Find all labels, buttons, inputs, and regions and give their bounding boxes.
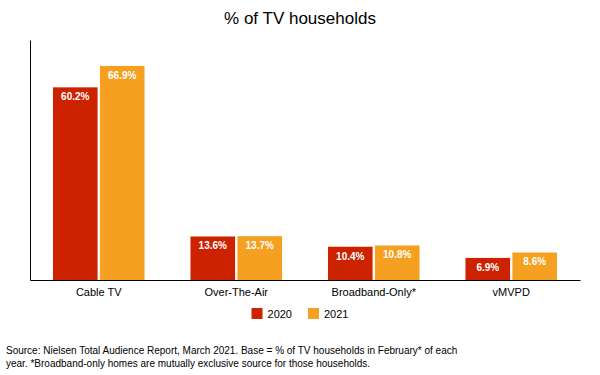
chart-svg: % of TV households 60.2% 13.6% 10.4% 6.9% 66.… xyxy=(0,0,600,375)
bar xyxy=(53,87,98,280)
x-tick-label: vMVPD xyxy=(493,286,530,298)
data-labels: 60.2% 13.6% 10.4% 6.9% 66.9% 13.7% 10.8% 8.6% xyxy=(61,70,546,273)
footnote: Source: Nielsen Total Audience Report, M… xyxy=(6,345,457,369)
x-tick-label: Cable TV xyxy=(76,286,122,298)
bars xyxy=(53,66,557,280)
chart-container: % of TV households 60.2% 13.6% 10.4% 6.9% 66.… xyxy=(0,0,600,375)
y-axis-line xyxy=(30,41,31,281)
legend-swatch xyxy=(308,308,319,319)
data-label: 6.9% xyxy=(476,262,499,273)
x-axis: Cable TV Over-The-Air Broadband-Only* vMVPD xyxy=(31,281,581,298)
data-label: 10.4% xyxy=(336,251,364,262)
bar xyxy=(465,258,510,280)
y-axis xyxy=(30,41,31,281)
bar xyxy=(190,236,235,280)
legend: 2020 2021 xyxy=(252,308,349,320)
legend-item: 2020 xyxy=(252,308,292,320)
bar xyxy=(375,245,420,280)
bar-series xyxy=(100,66,557,280)
x-tick: Over-The-Air xyxy=(204,286,268,298)
x-tick: Cable TV xyxy=(76,286,122,298)
x-tick-label: Over-The-Air xyxy=(204,286,268,298)
x-tick: Broadband-Only* xyxy=(332,286,417,298)
legend-label: 2021 xyxy=(324,308,348,320)
legend-item: 2021 xyxy=(308,308,348,320)
data-label: 13.7% xyxy=(246,240,274,251)
data-label: 66.9% xyxy=(108,70,136,81)
x-axis-line xyxy=(31,280,581,281)
data-label: 10.8% xyxy=(383,249,411,260)
plot: 60.2% 13.6% 10.4% 6.9% 66.9% 13.7% 10.8% 8.6% Ca… xyxy=(31,41,581,298)
data-label: 13.6% xyxy=(199,240,227,251)
footnote-line: Source: Nielsen Total Audience Report, M… xyxy=(6,345,457,356)
title: % of TV households xyxy=(224,9,376,28)
legend-swatch xyxy=(252,308,263,319)
x-tick-label: Broadband-Only* xyxy=(332,286,417,298)
footnote-line: year. *Broadband-only homes are mutually… xyxy=(6,358,370,369)
data-label: 8.6% xyxy=(523,256,546,267)
legend-label: 2020 xyxy=(268,308,292,320)
bar xyxy=(100,66,145,280)
x-tick: vMVPD xyxy=(493,286,530,298)
bar xyxy=(237,236,282,280)
data-label: 60.2% xyxy=(61,91,89,102)
bar xyxy=(328,247,373,280)
bar xyxy=(512,252,557,280)
